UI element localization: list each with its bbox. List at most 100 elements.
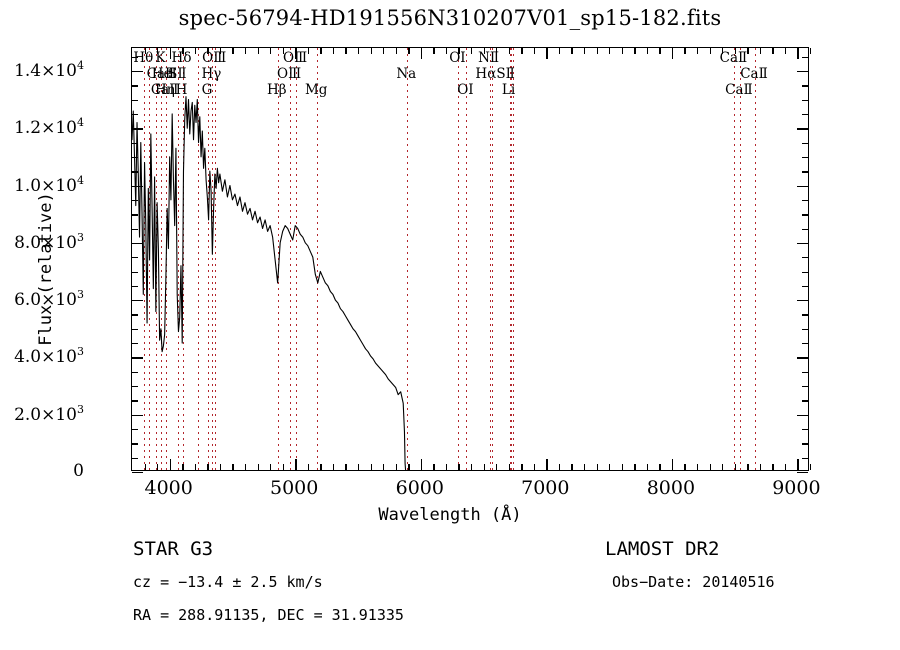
tick-mark xyxy=(747,464,749,470)
species-label: Mg xyxy=(304,82,328,98)
tick-mark xyxy=(797,242,808,245)
tick-mark xyxy=(797,414,808,417)
tick-mark xyxy=(245,464,247,470)
tick-mark xyxy=(802,85,808,87)
tick-mark xyxy=(759,464,762,470)
species-label: CaⅡ xyxy=(725,82,753,98)
tick-mark xyxy=(496,464,498,470)
species-label: CaⅡ xyxy=(719,50,748,66)
tick-mark xyxy=(508,48,511,54)
tick-mark xyxy=(370,464,372,470)
species-label: SⅡ xyxy=(168,66,187,82)
tick-mark xyxy=(784,48,787,54)
species-label: CaⅡ xyxy=(150,82,179,98)
tick-mark xyxy=(772,464,774,470)
tick-mark xyxy=(320,464,322,470)
tick-mark xyxy=(445,464,448,470)
redshift-velocity: cz = −13.4 ± 2.5 km/s xyxy=(133,573,323,591)
tick-mark xyxy=(132,113,138,116)
line-marker xyxy=(734,48,736,470)
tick-mark xyxy=(659,48,661,54)
tick-mark xyxy=(802,228,808,230)
tick-mark xyxy=(797,70,808,73)
line-marker xyxy=(161,48,163,470)
tick-mark xyxy=(295,459,297,470)
y-tick-label: 1.2×104 xyxy=(14,116,84,139)
tick-mark xyxy=(722,48,724,54)
tick-mark xyxy=(802,156,808,159)
line-marker xyxy=(212,48,214,470)
tick-mark xyxy=(709,48,711,54)
y-tick-label: 1.4×104 xyxy=(14,59,84,81)
tick-mark xyxy=(420,48,423,59)
tick-mark xyxy=(219,48,222,54)
line-marker xyxy=(198,48,200,470)
tick-mark xyxy=(483,48,485,54)
tick-mark xyxy=(132,400,138,402)
x-tick-label: 6000 xyxy=(395,477,444,499)
tick-mark xyxy=(345,48,347,54)
tick-mark xyxy=(634,48,636,54)
tick-mark xyxy=(282,464,285,470)
tick-mark xyxy=(332,48,335,54)
tick-mark xyxy=(132,357,143,359)
tick-mark xyxy=(802,457,808,460)
tick-mark xyxy=(395,48,398,54)
tick-mark xyxy=(571,48,573,54)
tick-mark xyxy=(132,242,143,245)
tick-mark xyxy=(471,48,473,54)
species-label: HαSⅡ xyxy=(475,66,515,82)
species-label: K xyxy=(155,50,166,66)
species-label: OⅢ xyxy=(277,66,302,82)
species-label: Hβ xyxy=(267,82,287,98)
tick-mark xyxy=(132,171,138,173)
line-marker xyxy=(277,48,279,470)
species-label: H xyxy=(175,82,188,98)
x-tick-label: 9000 xyxy=(772,477,821,499)
tick-mark xyxy=(132,156,138,159)
tick-mark xyxy=(533,48,536,54)
tick-mark xyxy=(182,464,184,470)
y-tick-label: 2.0×103 xyxy=(14,402,84,425)
tick-mark xyxy=(307,48,310,54)
species-label: Hδ xyxy=(171,50,192,66)
tick-mark xyxy=(508,464,511,470)
flux-polyline xyxy=(132,96,407,470)
tick-mark xyxy=(802,113,808,116)
line-marker xyxy=(215,48,217,470)
tick-mark xyxy=(383,464,385,470)
tick-mark xyxy=(584,464,586,470)
tick-mark xyxy=(132,472,143,474)
survey-name: LAMOST DR2 xyxy=(605,538,720,560)
tick-mark xyxy=(521,48,523,54)
tick-mark xyxy=(709,464,711,470)
tick-mark xyxy=(621,48,624,54)
species-label: Hγ xyxy=(201,66,222,82)
y-axis-title: Flux (relative) xyxy=(36,192,56,346)
tick-mark xyxy=(270,464,272,470)
tick-mark xyxy=(521,464,523,470)
tick-mark xyxy=(533,464,536,470)
tick-mark xyxy=(194,464,197,470)
tick-mark xyxy=(747,48,749,54)
x-axis-title: Wavelength (Å) xyxy=(378,505,522,525)
tick-mark xyxy=(802,56,808,58)
tick-mark xyxy=(802,328,808,331)
spectrum-curve xyxy=(132,96,407,470)
y-tick-label: 6.0×103 xyxy=(14,288,84,310)
tick-mark xyxy=(144,464,146,470)
tick-mark xyxy=(132,185,143,187)
tick-mark xyxy=(802,400,808,402)
tick-mark xyxy=(132,214,138,216)
tick-mark xyxy=(802,214,808,216)
tick-mark xyxy=(759,48,762,54)
tick-mark xyxy=(797,185,808,187)
tick-mark xyxy=(270,48,272,54)
tick-mark xyxy=(571,464,573,470)
species-label: NⅡ xyxy=(478,50,500,66)
species-label: G xyxy=(201,82,213,98)
tick-mark xyxy=(232,48,234,54)
tick-mark xyxy=(445,48,448,54)
tick-mark xyxy=(797,459,799,470)
tick-mark xyxy=(132,99,138,101)
